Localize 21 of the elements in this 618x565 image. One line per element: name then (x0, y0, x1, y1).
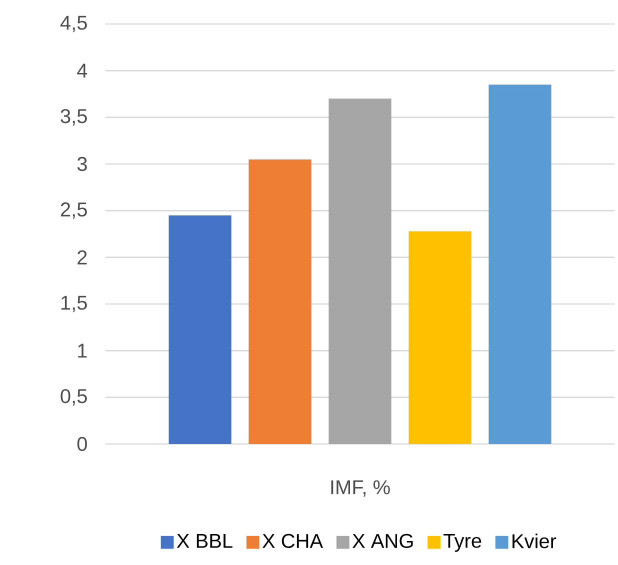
y-tick-label: 4,5 (60, 16, 87, 32)
bar (248, 159, 312, 444)
y-tick-label: 3,5 (60, 109, 87, 126)
y-tick-label: 1 (78, 344, 87, 358)
legend-label: Kvier (512, 534, 556, 548)
legend-label: Tyre (444, 534, 482, 552)
legend-label: X ANG (352, 534, 413, 548)
x-tick-label: IMF, % (331, 480, 390, 497)
y-tick-label: 0 (77, 436, 87, 452)
bar (408, 231, 472, 444)
y-tick-label: 1,5 (61, 296, 87, 312)
y-tick-label: 4 (77, 64, 88, 78)
legend-label: X BBL (176, 534, 232, 548)
legend-label: X CHA (262, 534, 324, 548)
y-tick-label: 0,5 (60, 389, 87, 406)
bar (488, 84, 552, 444)
y-tick-label: 2,5 (60, 202, 87, 219)
y-tick-label: 2 (78, 250, 87, 264)
bar (168, 215, 232, 444)
bar (328, 98, 392, 444)
y-tick-label: 3 (77, 156, 87, 172)
